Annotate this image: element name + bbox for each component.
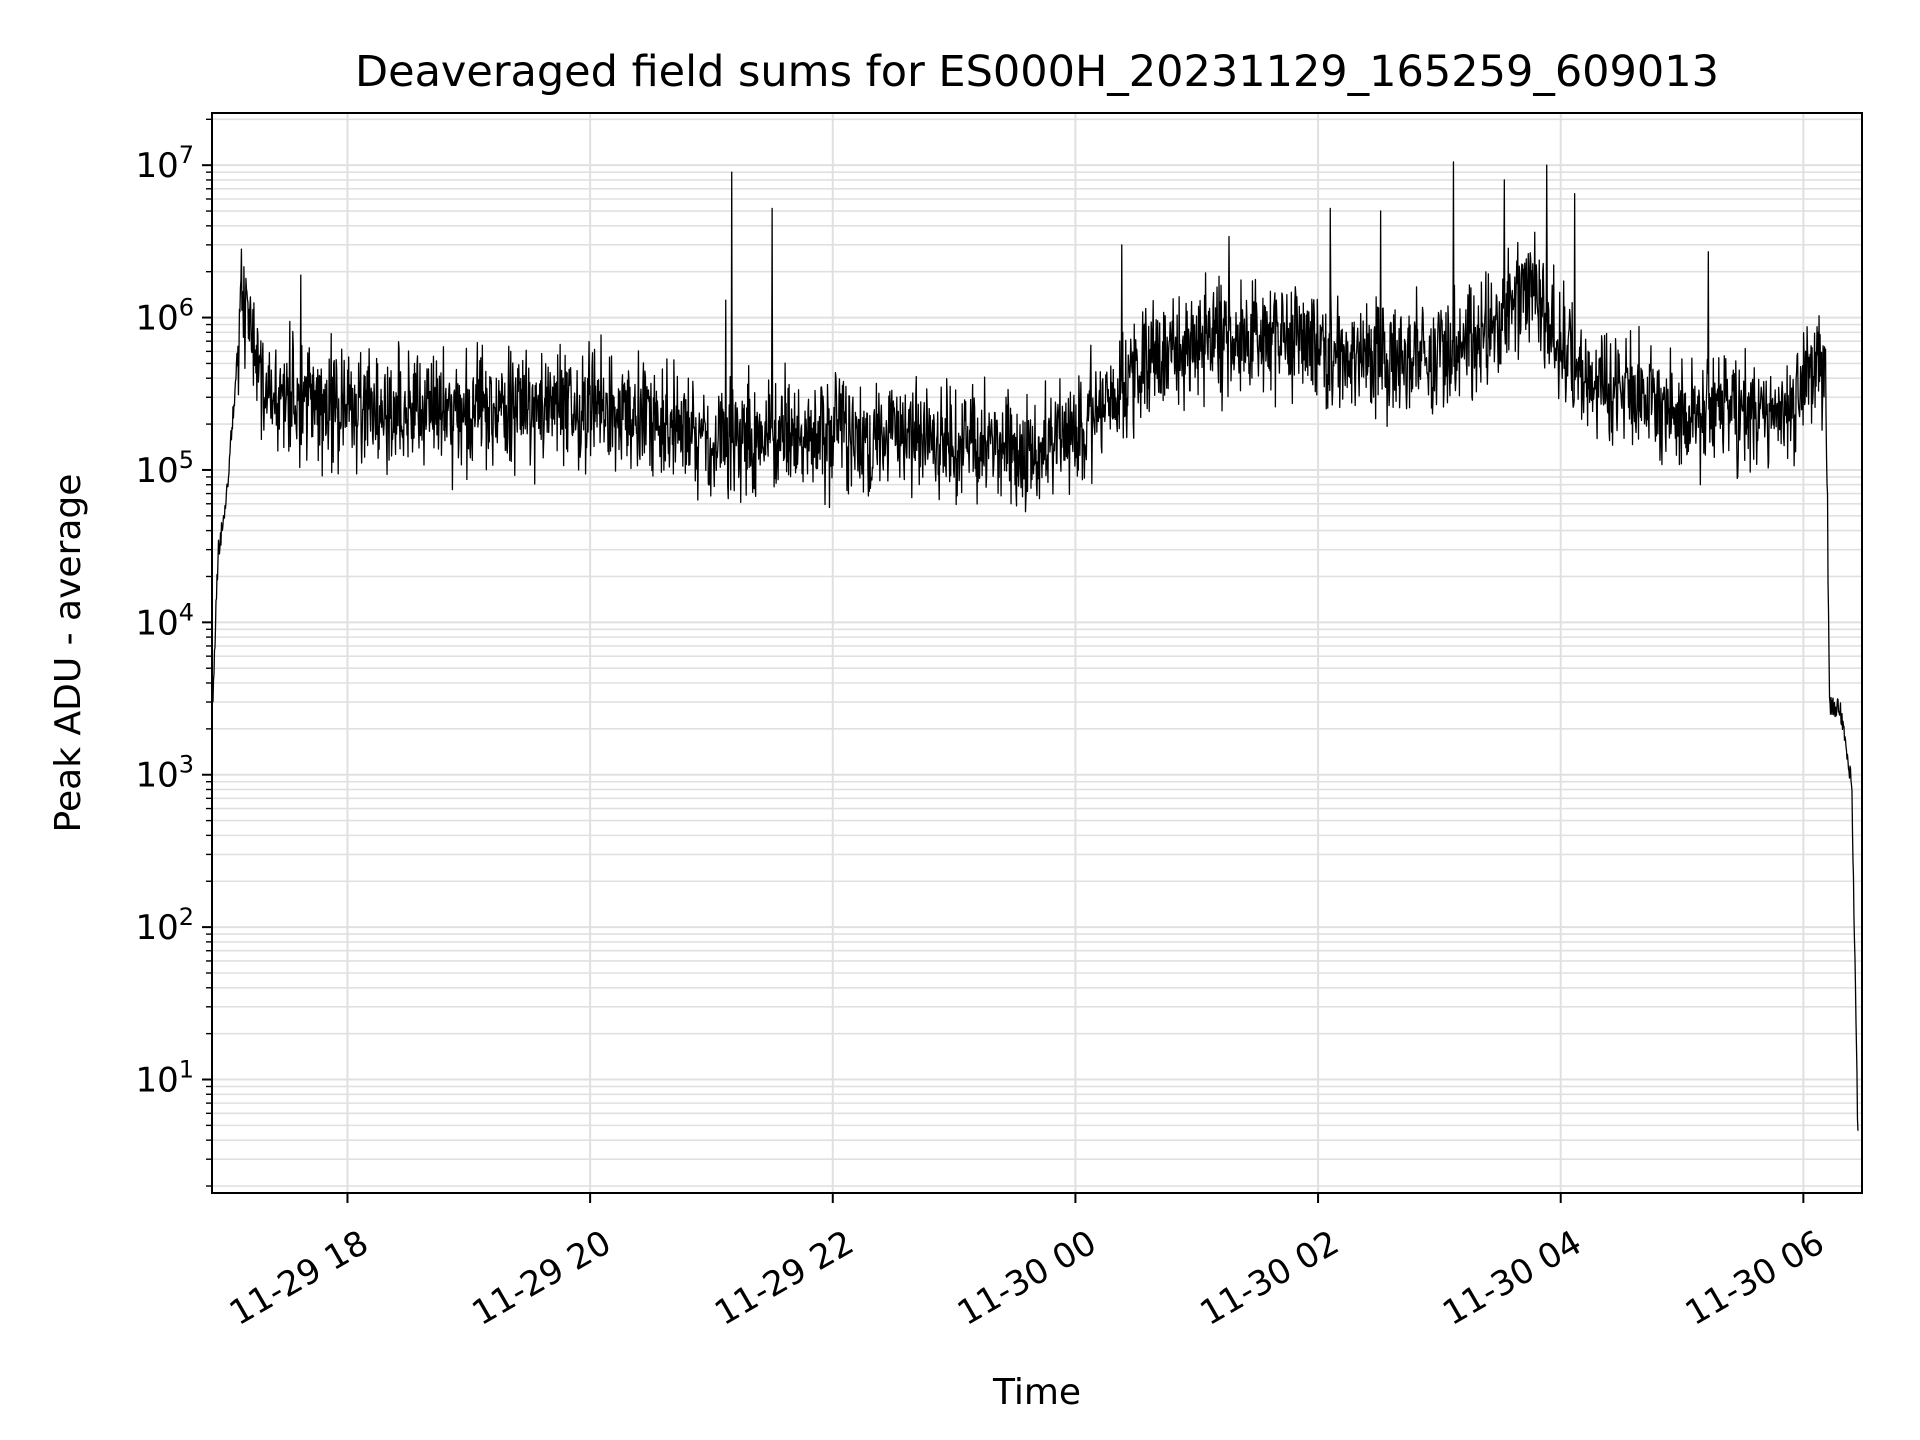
y-tick-label: 101 (135, 1056, 194, 1101)
grid-layer (212, 113, 1862, 1193)
y-tick-base: 10 (135, 603, 178, 643)
series-line (211, 161, 1859, 1131)
y-tick-exponent: 7 (179, 141, 194, 169)
y-tick-label: 103 (135, 751, 194, 796)
y-tick-exponent: 3 (179, 751, 194, 779)
y-axis-title: Peak ADU - average (48, 474, 89, 833)
y-tick-exponent: 6 (179, 294, 194, 322)
y-tick-base: 10 (135, 451, 178, 491)
y-tick-label: 107 (135, 141, 194, 186)
x-tick-label: 11-29 18 (223, 1223, 375, 1334)
x-tick-label: 11-29 20 (466, 1223, 618, 1334)
y-tick-label: 104 (135, 598, 194, 643)
y-tick-base: 10 (135, 1061, 178, 1101)
chart-title: Deaveraged field sums for ES000H_2023112… (355, 47, 1719, 97)
y-tick-base: 10 (135, 756, 178, 796)
x-tick-label: 11-30 00 (951, 1223, 1103, 1334)
y-tick-exponent: 2 (179, 903, 194, 931)
x-tick-label: 11-29 22 (708, 1223, 860, 1334)
y-tick-base: 10 (135, 146, 178, 186)
y-tick-label: 105 (135, 446, 194, 491)
y-tick-exponent: 5 (179, 446, 194, 474)
series-layer (211, 161, 1859, 1131)
y-tick-label: 102 (135, 903, 194, 948)
y-tick-base: 10 (135, 299, 178, 339)
y-tick-exponent: 1 (179, 1056, 194, 1084)
plot-frame (211, 112, 1863, 1194)
x-tick-label: 11-30 06 (1679, 1223, 1831, 1334)
x-axis-title: Time (992, 1372, 1081, 1413)
y-tick-base: 10 (135, 908, 178, 948)
x-tick-label: 11-30 04 (1436, 1223, 1588, 1334)
y-tick-exponent: 4 (179, 598, 194, 626)
y-tick-label: 106 (135, 294, 194, 339)
x-tick-label: 11-30 02 (1193, 1223, 1345, 1334)
